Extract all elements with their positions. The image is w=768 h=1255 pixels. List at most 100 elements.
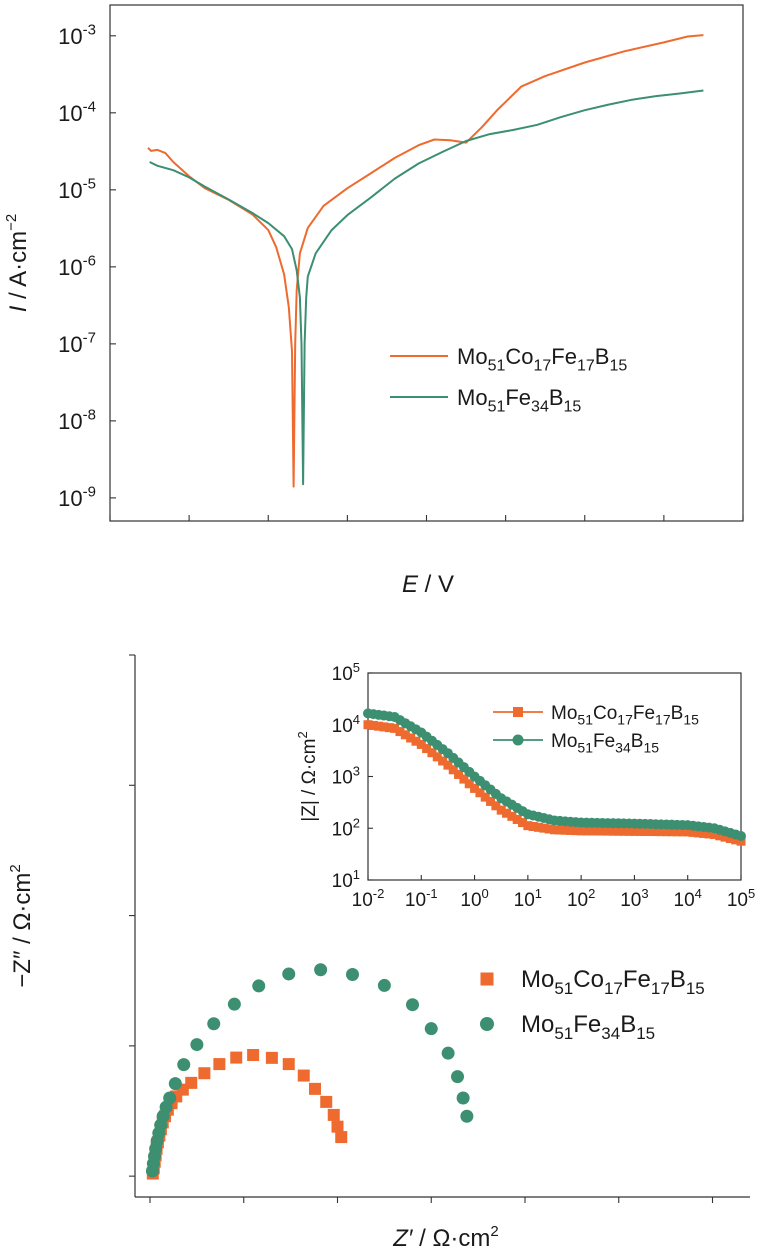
data-point (677, 827, 687, 837)
x-tick-label: 103 (620, 886, 648, 911)
y-tick-label: 10-3 (58, 22, 96, 49)
data-point (704, 829, 714, 839)
data-point (432, 752, 442, 762)
y-tick-label: 10-8 (58, 407, 96, 434)
data-point (411, 736, 421, 746)
data-point (427, 748, 437, 758)
legend-marker-0 (480, 972, 494, 986)
data-point (491, 801, 501, 811)
data-point (207, 1017, 221, 1031)
data-point (374, 721, 384, 731)
data-point (448, 765, 458, 775)
data-point (555, 825, 565, 835)
data-point (613, 826, 623, 836)
y-axis-label: −Z″ / Ω·cm2 (7, 864, 36, 987)
data-point (454, 769, 464, 779)
series-0 (363, 720, 746, 846)
data-point (395, 727, 405, 737)
data-point (406, 998, 419, 1012)
data-point (190, 1038, 204, 1052)
data-point (346, 967, 359, 981)
data-point (443, 760, 453, 770)
data-point (672, 827, 682, 837)
data-point (581, 826, 591, 836)
data-point (384, 723, 394, 733)
series-1 (145, 963, 474, 1178)
data-point (720, 832, 730, 842)
data-point (502, 808, 512, 818)
x-axis-label: Z′ / Ω·cm2 (392, 1223, 498, 1252)
legend-label-1: Mo51Fe34B15 (521, 1011, 655, 1043)
data-point (464, 779, 474, 789)
data-point (693, 828, 703, 838)
data-point (460, 1109, 474, 1123)
series-0 (146, 1048, 348, 1180)
data-point (230, 1051, 243, 1064)
data-point (459, 774, 469, 784)
x-axis-label: E / V (402, 571, 454, 598)
data-point (507, 811, 517, 821)
data-point (736, 831, 746, 842)
data-point (335, 1131, 348, 1144)
data-point (688, 827, 698, 837)
x-tick-label: 100 (460, 886, 488, 911)
data-point (416, 739, 426, 749)
data-point (309, 1082, 321, 1095)
legend-label-1: Mo51Fe34B15 (551, 731, 659, 756)
data-point (480, 792, 490, 802)
data-point (571, 826, 581, 836)
y-tick-label: 10-5 (58, 176, 96, 203)
plot-frame (109, 4, 744, 522)
data-point (619, 826, 629, 836)
data-point (731, 835, 741, 845)
legend-marker-0 (513, 707, 523, 717)
data-point (320, 1095, 333, 1108)
legend-label-1: Mo51Fe34B15 (457, 385, 581, 416)
data-point (368, 720, 378, 730)
data-point (441, 1046, 455, 1060)
data-point (475, 788, 485, 798)
data-point (252, 979, 266, 993)
data-point (645, 827, 655, 837)
data-point (629, 826, 639, 836)
y-tick-label: 10-6 (58, 253, 96, 280)
y-tick-label: 10-9 (58, 484, 96, 511)
y-axis-label: I / A·cm−2 (3, 214, 32, 312)
data-point (168, 1077, 182, 1091)
legend-marker-1 (512, 734, 524, 746)
data-point (390, 723, 400, 733)
y-tick-label: 101 (332, 867, 360, 892)
data-point (544, 824, 554, 834)
data-point (597, 826, 607, 836)
data-point (651, 827, 661, 837)
data-point (683, 827, 693, 837)
data-point (282, 967, 296, 981)
data-point (496, 805, 506, 815)
data-point (534, 822, 544, 832)
legend: Mo51Co17Fe17B15 Mo51Fe34B15 (493, 703, 699, 756)
data-point (377, 978, 391, 992)
data-point (451, 1070, 464, 1084)
data-point (422, 744, 432, 754)
panel-a-polarization-chart: 10-3 10-4 10-5 10-6 10-7 10-8 10-9 E / V I / A·c… (3, 4, 744, 598)
data-point (725, 833, 735, 843)
data-point (523, 821, 533, 831)
data-point (608, 826, 618, 836)
x-tick-label: 105 (727, 886, 755, 911)
data-point (667, 827, 677, 837)
data-point (456, 1091, 470, 1105)
data-point (406, 733, 416, 743)
y-tick-label: 104 (332, 712, 360, 737)
data-point (661, 827, 671, 837)
legend: Mo51Co17Fe17B15 Mo51Fe34B15 (480, 966, 705, 1043)
data-point (587, 826, 597, 836)
data-point (624, 826, 634, 836)
data-point (736, 836, 746, 846)
data-point (576, 826, 586, 836)
data-point (518, 818, 528, 828)
data-point (640, 826, 650, 836)
data-point (265, 1051, 278, 1064)
data-point (470, 783, 480, 793)
data-point (699, 828, 709, 838)
data-point (635, 826, 645, 836)
